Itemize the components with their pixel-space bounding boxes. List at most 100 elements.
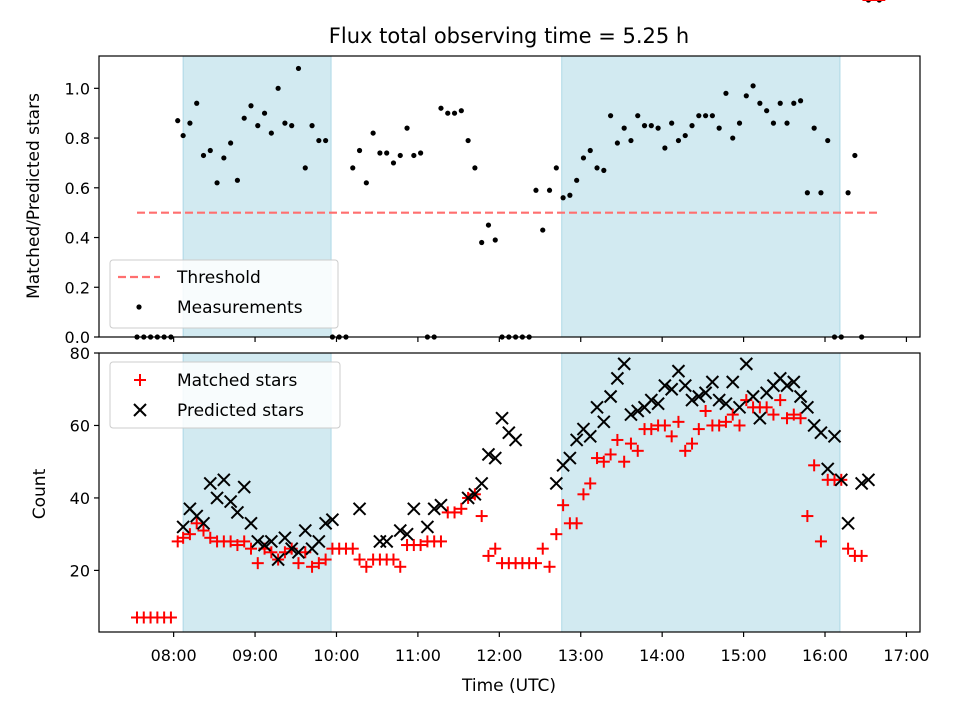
- x-tick-label: 10:00: [313, 646, 359, 665]
- matched-star-point: [414, 539, 427, 552]
- predicted-star-point: [712, 393, 726, 407]
- measurement-point: [377, 150, 383, 156]
- measurement-point: [730, 135, 736, 141]
- measurement-point: [323, 137, 329, 144]
- matched-star-point: [244, 542, 257, 555]
- matched-star-point: [801, 510, 814, 523]
- predicted-star-point: [474, 476, 489, 491]
- count-panel-frame: [98, 352, 921, 633]
- predicted-star-point: [434, 498, 448, 512]
- matched-star-point: [550, 528, 563, 541]
- measurement-point: [302, 165, 308, 171]
- predicted-star-point: [223, 494, 238, 509]
- predicted-star-point: [257, 538, 272, 552]
- predicted-star-point: [739, 357, 754, 371]
- x-tick-label: 09:00: [232, 646, 278, 665]
- predicted-star-point: [196, 516, 211, 531]
- measurement-point: [580, 155, 587, 161]
- measurement-point: [533, 187, 539, 193]
- matched-star-point: [434, 535, 447, 548]
- predicted-star-point: [664, 382, 679, 396]
- predicted-star-point: [407, 502, 421, 516]
- measurement-point: [546, 187, 553, 193]
- matched-star-point: [631, 444, 644, 457]
- y-tick-label: 0.4: [65, 229, 90, 248]
- matched-star-point: [570, 517, 583, 530]
- matched-star-point: [292, 557, 305, 570]
- predicted-star-point: [821, 462, 835, 476]
- matched-star-point: [577, 488, 590, 501]
- matched-star-point: [190, 517, 203, 530]
- measurement-point: [540, 227, 546, 233]
- matched-star-point: [808, 459, 821, 472]
- matched-star-point: [238, 535, 251, 548]
- matched-star-point: [645, 423, 658, 436]
- y-tick-label: 60: [70, 416, 90, 435]
- predicted-star-point: [569, 433, 584, 447]
- y-tick-label: 0.0: [65, 328, 90, 347]
- matched-star-point: [251, 557, 264, 570]
- x-axis-label: Time (UTC): [461, 676, 556, 696]
- predicted-star-point: [780, 378, 794, 393]
- measurement-point: [614, 140, 620, 146]
- measurement-point: [682, 132, 688, 139]
- predicted-star-point: [705, 375, 720, 389]
- matched-star-point: [204, 531, 217, 544]
- x-tick-label: 17:00: [883, 646, 929, 665]
- measurement-point: [458, 108, 464, 114]
- measurement-point: [194, 100, 200, 106]
- measurement-point: [750, 83, 756, 89]
- x-tick-label: 13:00: [558, 646, 604, 665]
- measurement-point: [485, 222, 492, 228]
- measurement-point: [492, 237, 498, 243]
- predicted-star-point: [800, 400, 815, 415]
- predicted-star-point: [373, 534, 387, 549]
- x-tick-label: 12:00: [476, 646, 522, 665]
- matched-star-point: [265, 546, 278, 559]
- predicted-star-point: [827, 429, 842, 444]
- matched-star-point: [183, 528, 196, 541]
- matched-star-point: [319, 553, 332, 566]
- matched-star-point: [306, 560, 319, 573]
- ratio-panel-frame: [98, 55, 921, 338]
- matched-star-point: [489, 542, 502, 555]
- legend-threshold-label: Threshold: [176, 268, 261, 288]
- count-legend: Matched stars Predicted stars: [109, 361, 341, 429]
- predicted-star-point: [271, 552, 285, 567]
- legend-predicted-label: Predicted stars: [177, 401, 304, 421]
- y-tick-label: 20: [70, 561, 90, 580]
- predicted-star-point: [698, 386, 713, 400]
- legend-measurements-swatch: [136, 304, 142, 310]
- matched-star-point: [760, 401, 773, 414]
- measurement-point: [404, 125, 410, 131]
- x-tick-label: 15:00: [721, 646, 767, 665]
- measurement-point: [567, 192, 573, 198]
- measurement-point: [363, 180, 369, 186]
- measurement-point: [764, 108, 770, 114]
- count-panel: 20 40 60 80 08:00 09:00 10:00 11:00 12:00 13:00 1…: [30, 0, 929, 696]
- matched-star-point: [387, 553, 400, 566]
- x-tick-label: 08:00: [151, 646, 197, 665]
- measurement-point: [777, 100, 783, 106]
- measurement-point: [214, 180, 220, 186]
- matched-star-point: [699, 404, 712, 417]
- measurement-point: [553, 165, 559, 171]
- measurement-point: [601, 167, 607, 173]
- measurement-point: [221, 155, 227, 161]
- predicted-star-point: [318, 516, 333, 531]
- measurement-point: [479, 239, 485, 246]
- matched-star-point: [787, 408, 800, 421]
- matched-star-point: [842, 542, 855, 555]
- matched-star-point: [475, 510, 488, 523]
- predicted-star-point: [834, 473, 848, 487]
- predicted-star-point: [603, 389, 618, 404]
- measurement-point: [261, 110, 268, 116]
- measurement-point: [451, 110, 458, 116]
- predicted-star-point: [312, 534, 326, 549]
- predicted-star-point: [651, 397, 665, 411]
- measurement-point: [648, 123, 654, 129]
- predicted-star-point: [685, 393, 699, 407]
- predicted-star-point: [325, 512, 340, 527]
- predicted-star-point: [400, 527, 414, 541]
- y-tick-label: 1.0: [65, 79, 90, 98]
